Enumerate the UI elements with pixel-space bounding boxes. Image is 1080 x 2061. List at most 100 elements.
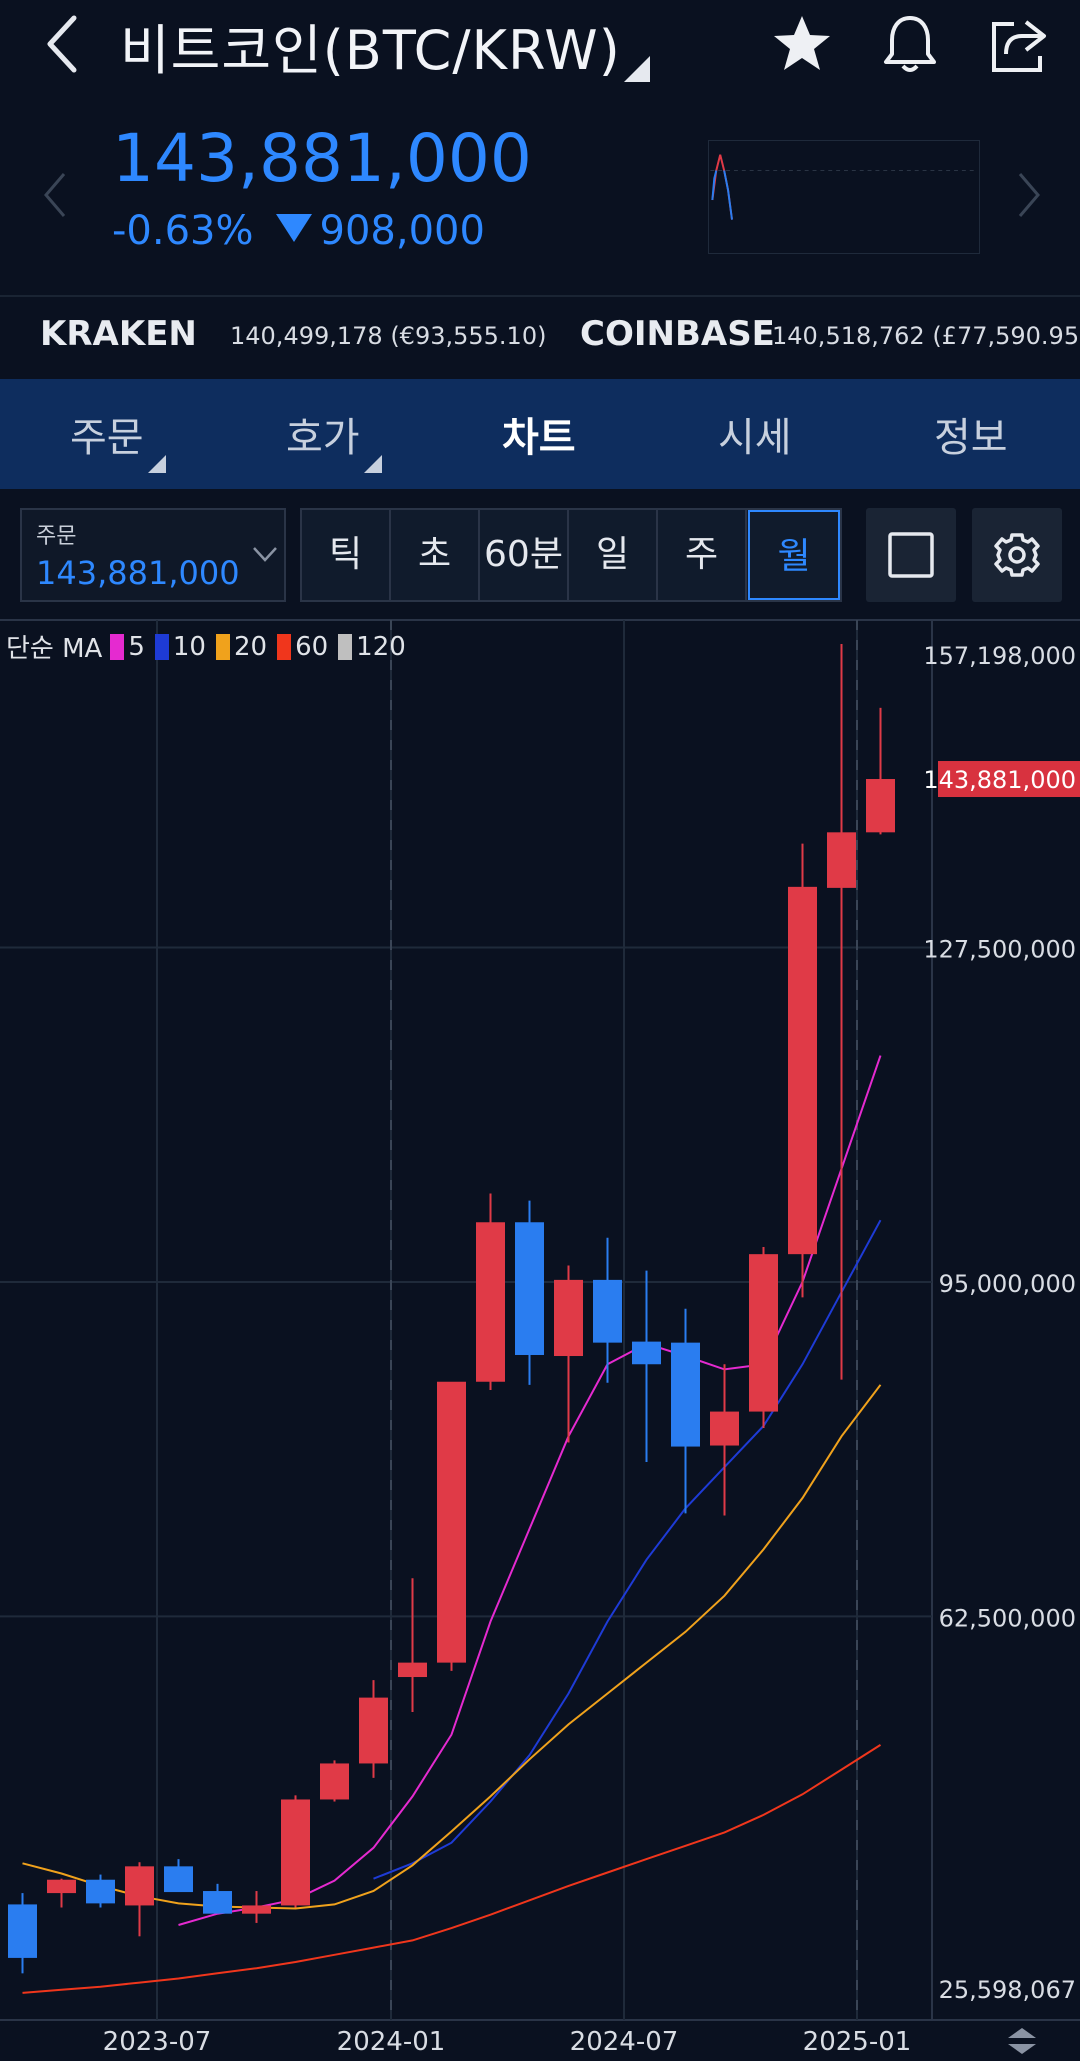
candle-body	[164, 1866, 193, 1893]
current-price-tag-label: 143,881,000	[923, 766, 1076, 794]
interval-month[interactable]: 월	[748, 510, 840, 600]
mini-sparkline[interactable]	[708, 140, 980, 254]
x-tick-label: 2024-07	[570, 2027, 679, 2057]
candle-body	[437, 1381, 466, 1663]
bell-icon[interactable]	[878, 12, 942, 76]
candle-body	[554, 1279, 583, 1357]
candle	[47, 1878, 76, 1908]
legend-swatch-ma5	[110, 633, 125, 660]
legend-period-20: 20	[233, 631, 268, 662]
star-icon[interactable]	[770, 12, 834, 76]
scroll-handle-icon	[1008, 2028, 1036, 2054]
caret-down-right-icon	[364, 455, 382, 473]
candle	[554, 1265, 583, 1443]
legend-period-120: 120	[356, 631, 406, 662]
fullscreen-button[interactable]	[866, 508, 956, 602]
candle-body	[359, 1697, 388, 1764]
ma-line-20	[22, 1384, 882, 1910]
order-value: 143,881,000	[36, 554, 240, 592]
candle	[320, 1760, 349, 1802]
interval-60min[interactable]: 60분	[480, 510, 569, 600]
candle-body	[47, 1879, 76, 1894]
x-tick-label: 2023-07	[103, 2027, 212, 2057]
change-amount: 908,000	[319, 208, 485, 254]
page-title[interactable]: 비트코인(BTC/KRW)	[120, 19, 621, 82]
tab-orderbook[interactable]: 호가	[286, 415, 360, 461]
candle	[866, 707, 895, 835]
x-tick-label: 2025-01	[803, 2027, 912, 2057]
candle-body	[125, 1866, 154, 1906]
candle	[398, 1578, 427, 1713]
change-percent: -0.63%	[112, 208, 254, 254]
axes: 157,198,000 127,500,000 95,000,000 62,500,0…	[103, 642, 1080, 2057]
candle	[593, 1237, 622, 1383]
tab-market[interactable]: 시세	[718, 415, 792, 461]
candle-body	[827, 832, 856, 888]
exchange-prices: KRAKEN 140,499,178 (€93,555.10) COINBASE…	[0, 300, 1080, 376]
candles	[8, 644, 895, 1974]
candle-body	[788, 886, 817, 1255]
chevron-left-icon[interactable]	[40, 170, 70, 220]
interval-week[interactable]: 주	[658, 510, 747, 600]
legend-period-5: 5	[128, 631, 145, 662]
exchange-value-coinbase: 140,518,762 (£77,590.95)	[772, 322, 1080, 350]
candle-body	[320, 1763, 349, 1800]
order-label: 주문	[36, 524, 77, 549]
candle	[125, 1862, 154, 1937]
candle	[632, 1270, 661, 1462]
candle-body	[710, 1411, 739, 1446]
square-icon	[888, 532, 934, 578]
legend-period-10: 10	[172, 631, 206, 662]
tab-info[interactable]: 정보	[934, 415, 1008, 461]
legend-period-60: 60	[295, 631, 329, 662]
share-icon[interactable]	[986, 12, 1050, 76]
ma-line-5	[178, 1055, 882, 1926]
price-change: -0.63% 908,000	[112, 208, 485, 254]
interval-day[interactable]: 일	[569, 510, 658, 600]
chart-toolbar: 주문 143,881,000 틱 초 60분 일 주 월	[0, 500, 1080, 610]
candle	[827, 644, 856, 1380]
legend-swatch-ma60	[277, 633, 292, 660]
candle	[515, 1200, 544, 1385]
candle	[242, 1891, 271, 1923]
current-price-tag	[938, 761, 1080, 798]
price-summary: 143,881,000 -0.63% 908,000	[0, 100, 1080, 290]
divider	[0, 295, 1080, 297]
candle-body	[203, 1891, 232, 1914]
candle	[8, 1893, 37, 1974]
ma-line-60	[22, 1744, 882, 1994]
caret-down-right-icon[interactable]	[624, 56, 650, 82]
y-tick-label: 62,500,000	[939, 1604, 1076, 1632]
candle-body	[632, 1341, 661, 1365]
candle	[788, 843, 817, 1298]
y-tick-label: 25,598,067	[939, 1976, 1076, 2004]
candlestick-chart[interactable]: 157,198,000 127,500,000 95,000,000 62,500,0…	[0, 620, 1080, 2061]
ma-legend[interactable]: 단순 MA 5 10 20 60 120	[6, 628, 408, 665]
app-header: 비트코인(BTC/KRW)	[0, 0, 1080, 86]
candle-body	[281, 1799, 310, 1906]
candle	[281, 1795, 310, 1908]
candle-body	[242, 1905, 271, 1914]
y-tick-label: 127,500,000	[923, 936, 1076, 964]
chevron-right-icon[interactable]	[1014, 170, 1044, 220]
interval-second[interactable]: 초	[391, 510, 480, 600]
settings-button[interactable]	[972, 508, 1062, 602]
price-chart[interactable]: 157,198,000 127,500,000 95,000,000 62,500,0…	[0, 620, 1080, 2061]
y-tick-label: 95,000,000	[939, 1270, 1076, 1298]
legend-swatch-ma120	[338, 633, 353, 660]
candle-body	[8, 1904, 37, 1958]
candle	[476, 1193, 505, 1390]
candle-body	[593, 1279, 622, 1343]
candle	[203, 1883, 232, 1914]
legend-label: 단순 MA	[6, 634, 103, 664]
candle-body	[749, 1254, 778, 1412]
tab-order[interactable]: 주문	[70, 415, 144, 461]
tab-chart[interactable]: 차트	[502, 415, 576, 461]
back-icon[interactable]	[40, 12, 90, 76]
down-triangle-icon	[275, 214, 312, 242]
exchange-name-kraken: KRAKEN	[40, 314, 197, 354]
gear-icon	[994, 533, 1040, 577]
chart-top-border	[0, 619, 1080, 621]
interval-tick[interactable]: 틱	[302, 510, 391, 600]
order-price-dropdown[interactable]: 주문 143,881,000	[20, 508, 286, 602]
